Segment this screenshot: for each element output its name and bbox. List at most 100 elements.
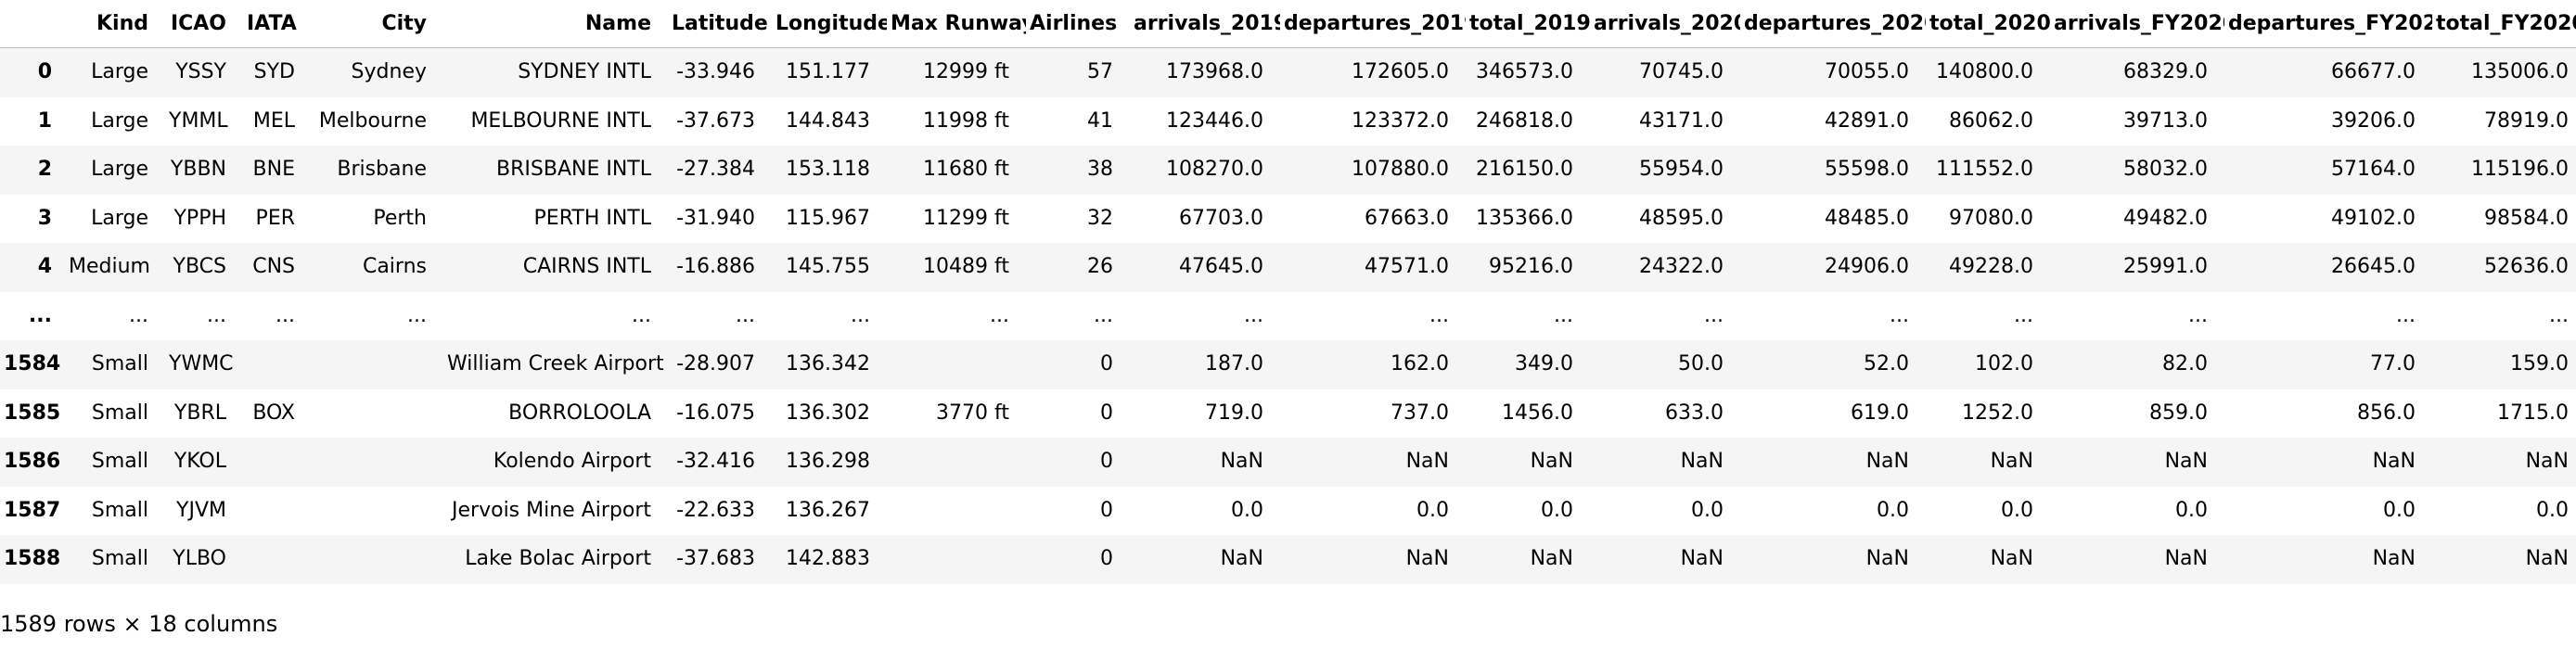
table-cell: 24322.0: [1639, 255, 1724, 278]
table-cell: 26645.0: [2331, 255, 2416, 278]
table-cell: YKOL: [173, 450, 226, 473]
table-cell: BORROLOOLA: [508, 401, 651, 425]
table-cell: [243, 535, 312, 584]
table-cell: NaN: [1530, 450, 1573, 473]
table-cell: YLBO: [173, 547, 226, 570]
table-cell: 57164.0: [2331, 158, 2416, 181]
dataframe-shape: 1589 rows × 18 columns: [0, 611, 278, 637]
table-cell: 115.967: [786, 206, 870, 230]
row-index: 3: [37, 206, 52, 230]
table-cell: Large: [91, 108, 148, 133]
table-cell: 67703.0: [1179, 206, 1263, 230]
table-cell: 68329.0: [2123, 60, 2208, 83]
table-row: 1584 Small YWMC William Creek Airport -28.90…: [0, 340, 2576, 389]
table-cell: 145.755: [786, 255, 870, 278]
table-cell: Kolendo Airport: [493, 450, 651, 473]
column-header: departures_FY2020: [2224, 0, 2432, 48]
table-cell: 123446.0: [1166, 108, 1263, 133]
table-cell: Large: [91, 60, 148, 83]
table-cell: 95216.0: [1489, 255, 1573, 278]
row-index: 1: [37, 108, 52, 133]
column-header: total_2020: [1926, 0, 2050, 48]
table-cell: CAIRNS INTL: [522, 255, 651, 278]
table-cell: 57: [1087, 60, 1113, 83]
table-cell: 153.118: [786, 158, 870, 181]
table-cell: -28.907: [676, 352, 755, 375]
table-cell: 0: [1100, 498, 1113, 522]
table-cell: [887, 487, 1026, 536]
table-cell: NaN: [2164, 547, 2208, 570]
table-cell: 1456.0: [1502, 401, 1573, 425]
table-cell: [243, 340, 312, 389]
table-cell: 172605.0: [1352, 60, 1449, 83]
dataframe-table: Kind ICAO IATA City Name Latitude Longit…: [0, 0, 2576, 584]
table-row: 4 Medium YBCS CNS Cairns CAIRNS INTL -16.886 14…: [0, 243, 2576, 292]
table-cell: 55598.0: [1825, 158, 1909, 181]
table-cell: 25991.0: [2123, 255, 2208, 278]
table-cell: 136.267: [786, 498, 870, 522]
table-cell: William Creek Airport: [447, 352, 664, 375]
table-cell: Small: [91, 547, 148, 570]
table-cell: 136.342: [786, 352, 870, 375]
table-cell: 11680 ft: [923, 158, 1009, 181]
table-cell: 39713.0: [2123, 108, 2208, 133]
table-cell: ...: [1244, 303, 1263, 327]
table-cell: SYDNEY INTL: [518, 60, 651, 83]
table-cell: Large: [91, 206, 148, 230]
index-header: [0, 0, 65, 48]
table-cell: ...: [129, 303, 148, 327]
column-header: Kind: [65, 0, 165, 48]
table-cell: 24906.0: [1825, 255, 1909, 278]
row-index: ...: [28, 303, 52, 327]
table-cell: -27.384: [676, 158, 755, 181]
table-cell: NaN: [1865, 547, 1909, 570]
table-cell: 52636.0: [2484, 255, 2569, 278]
table-cell: 50.0: [1678, 352, 1724, 375]
table-cell: 0: [1100, 352, 1113, 375]
table-cell: [312, 340, 443, 389]
table-cell: 3770 ft: [936, 401, 1009, 425]
table-cell: -33.946: [676, 60, 755, 83]
table-cell: YSSY: [175, 60, 226, 83]
table-cell: [312, 438, 443, 487]
row-index: 1588: [4, 547, 61, 570]
table-cell: -22.633: [676, 498, 755, 522]
table-cell: NaN: [1990, 547, 2033, 570]
table-cell: 111552.0: [1936, 158, 2033, 181]
table-cell: 41: [1087, 108, 1113, 133]
table-cell: [887, 340, 1026, 389]
table-cell: Medium: [69, 255, 150, 278]
table-cell: 0.0: [1877, 498, 1909, 522]
table-cell: Lake Bolac Airport: [465, 547, 651, 570]
table-cell: BRISBANE INTL: [496, 158, 651, 181]
table-cell: 136.298: [786, 450, 870, 473]
table-cell: 0: [1100, 401, 1113, 425]
column-header: total_2019: [1466, 0, 1590, 48]
table-cell: 107880.0: [1352, 158, 1449, 181]
ellipsis-row: ........................................…: [0, 291, 2576, 340]
table-cell: 43171.0: [1639, 108, 1724, 133]
table-cell: 737.0: [1391, 401, 1449, 425]
table-cell: 48485.0: [1825, 206, 1909, 230]
table-cell: 0.0: [2175, 498, 2208, 522]
column-header: arrivals_2019: [1130, 0, 1280, 48]
table-cell: ...: [2396, 303, 2416, 327]
column-header: departures_2020: [1740, 0, 1926, 48]
table-cell: 136.302: [786, 401, 870, 425]
table-cell: 856.0: [2357, 401, 2416, 425]
table-cell: 10489 ft: [923, 255, 1009, 278]
table-cell: YPPH: [173, 206, 226, 230]
table-row: 1588 Small YLBO Lake Bolac Airport -37.683 14…: [0, 535, 2576, 584]
row-index: 4: [37, 255, 52, 278]
table-cell: NaN: [2525, 450, 2569, 473]
header-row: Kind ICAO IATA City Name Latitude Longit…: [0, 0, 2576, 48]
table-row: 0 Large YSSY SYD Sydney SYDNEY INTL -33.946 151…: [0, 47, 2576, 97]
table-cell: 66677.0: [2331, 60, 2416, 83]
table-cell: 102.0: [1975, 352, 2033, 375]
table-cell: 0.0: [1231, 498, 1263, 522]
table-cell: 0.0: [2383, 498, 2416, 522]
table-cell: 346573.0: [1476, 60, 1573, 83]
table-cell: Cairns: [362, 255, 427, 278]
table-cell: ...: [2188, 303, 2208, 327]
